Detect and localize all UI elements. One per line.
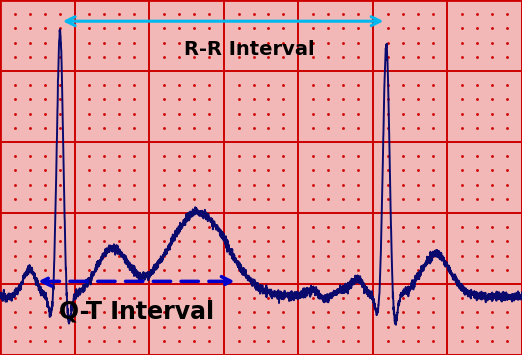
Text: R-R Interval: R-R Interval — [184, 40, 315, 59]
Text: Q-T Interval: Q-T Interval — [59, 300, 214, 324]
